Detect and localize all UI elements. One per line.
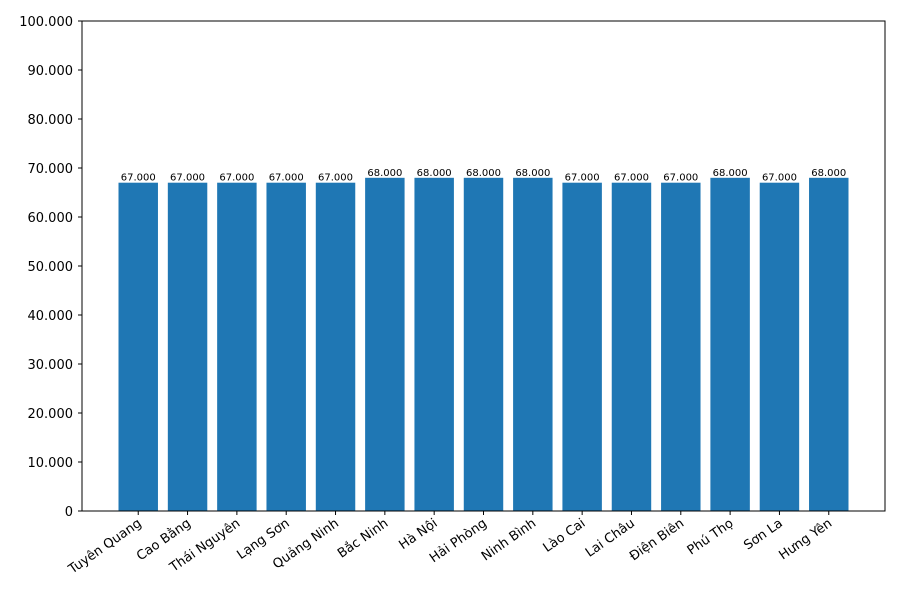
- value-label: 67.000: [762, 173, 797, 184]
- value-label: 67.000: [269, 173, 304, 184]
- value-label: 68.000: [367, 168, 402, 179]
- y-tick-label: 100.000: [19, 15, 73, 30]
- bar: [710, 177, 750, 512]
- value-label: 68.000: [811, 168, 846, 179]
- x-tick-label: Điện Biên: [627, 516, 687, 564]
- bar: [562, 182, 602, 511]
- y-tick-label: 10.000: [28, 456, 74, 471]
- value-label: 67.000: [663, 173, 698, 184]
- value-label: 67.000: [170, 173, 205, 184]
- x-tick-label: Sơn La: [741, 516, 785, 553]
- y-tick-label: 80.000: [28, 113, 74, 128]
- value-label: 68.000: [466, 168, 501, 179]
- y-tick-label: 60.000: [28, 211, 74, 226]
- bar: [661, 182, 701, 511]
- bar: [167, 182, 208, 511]
- bar: [365, 177, 405, 512]
- bar: [463, 177, 504, 512]
- bar: [809, 177, 849, 512]
- bar: [118, 182, 158, 511]
- x-tick-label: Hà Nội: [397, 516, 441, 553]
- bar: [315, 182, 356, 511]
- x-tick-label: Hưng Yên: [776, 516, 835, 563]
- y-tick-label: 90.000: [28, 64, 74, 79]
- x-tick-label: Bắc Ninh: [335, 516, 391, 562]
- y-tick-label: 0: [65, 505, 73, 520]
- bar: [217, 182, 257, 511]
- x-tick-label: Lào Cai: [541, 516, 589, 556]
- x-tick-label: Tuyên Quang: [65, 516, 144, 578]
- bar: [414, 177, 454, 512]
- value-label: 67.000: [219, 173, 254, 184]
- value-label: 67.000: [318, 173, 353, 184]
- value-label: 68.000: [713, 168, 748, 179]
- bar: [759, 182, 800, 511]
- bar: [611, 182, 652, 511]
- x-tick-label: Phú Thọ: [685, 516, 737, 558]
- value-label: 67.000: [614, 173, 649, 184]
- y-tick-label: 20.000: [28, 407, 74, 422]
- y-tick-label: 40.000: [28, 309, 74, 324]
- y-tick-label: 30.000: [28, 358, 74, 373]
- x-tick-label: Ninh Bình: [479, 516, 539, 564]
- value-label: 68.000: [515, 168, 550, 179]
- value-label: 67.000: [121, 173, 156, 184]
- value-label: 67.000: [565, 173, 600, 184]
- bar: [513, 177, 553, 512]
- y-tick-label: 70.000: [28, 162, 74, 177]
- value-label: 68.000: [417, 168, 452, 179]
- y-tick-label: 50.000: [28, 260, 74, 275]
- bar: [266, 182, 306, 511]
- plot-frame: [81, 20, 886, 512]
